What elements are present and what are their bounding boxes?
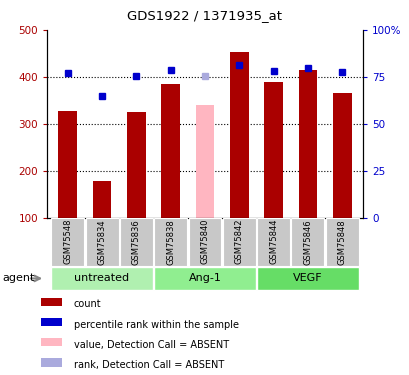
- Text: agent: agent: [2, 273, 34, 284]
- Bar: [41, 318, 61, 326]
- Bar: [229, 52, 248, 217]
- Text: GSM75848: GSM75848: [337, 219, 346, 265]
- Text: value, Detection Call = ABSENT: value, Detection Call = ABSENT: [74, 340, 228, 350]
- Bar: [325, 217, 358, 266]
- Bar: [256, 217, 290, 266]
- Bar: [51, 217, 84, 266]
- Text: percentile rank within the sample: percentile rank within the sample: [74, 320, 238, 330]
- Text: GSM75548: GSM75548: [63, 219, 72, 264]
- Text: GSM75844: GSM75844: [268, 219, 277, 264]
- Bar: [161, 84, 180, 218]
- Text: count: count: [74, 300, 101, 309]
- Bar: [41, 338, 61, 346]
- Text: untreated: untreated: [74, 273, 129, 284]
- Text: GSM75846: GSM75846: [303, 219, 312, 265]
- Bar: [195, 105, 214, 218]
- Text: GSM75834: GSM75834: [97, 219, 106, 265]
- Bar: [85, 217, 118, 266]
- Text: GSM75836: GSM75836: [132, 219, 141, 265]
- Text: rank, Detection Call = ABSENT: rank, Detection Call = ABSENT: [74, 360, 223, 370]
- Bar: [119, 217, 153, 266]
- Bar: [41, 358, 61, 366]
- Bar: [41, 298, 61, 306]
- Bar: [256, 267, 358, 290]
- Bar: [188, 217, 221, 266]
- Bar: [154, 267, 255, 290]
- Text: GSM75842: GSM75842: [234, 219, 243, 264]
- Bar: [154, 217, 187, 266]
- Bar: [51, 267, 153, 290]
- Text: GSM75840: GSM75840: [200, 219, 209, 264]
- Text: Ang-1: Ang-1: [188, 273, 221, 284]
- Bar: [127, 112, 146, 218]
- Bar: [291, 217, 324, 266]
- Bar: [58, 111, 77, 218]
- Bar: [332, 93, 351, 218]
- Bar: [92, 181, 111, 218]
- Text: VEGF: VEGF: [292, 273, 322, 284]
- Bar: [222, 217, 255, 266]
- Text: GSM75838: GSM75838: [166, 219, 175, 265]
- Text: GDS1922 / 1371935_at: GDS1922 / 1371935_at: [127, 9, 282, 22]
- Bar: [263, 82, 282, 218]
- Bar: [298, 70, 317, 217]
